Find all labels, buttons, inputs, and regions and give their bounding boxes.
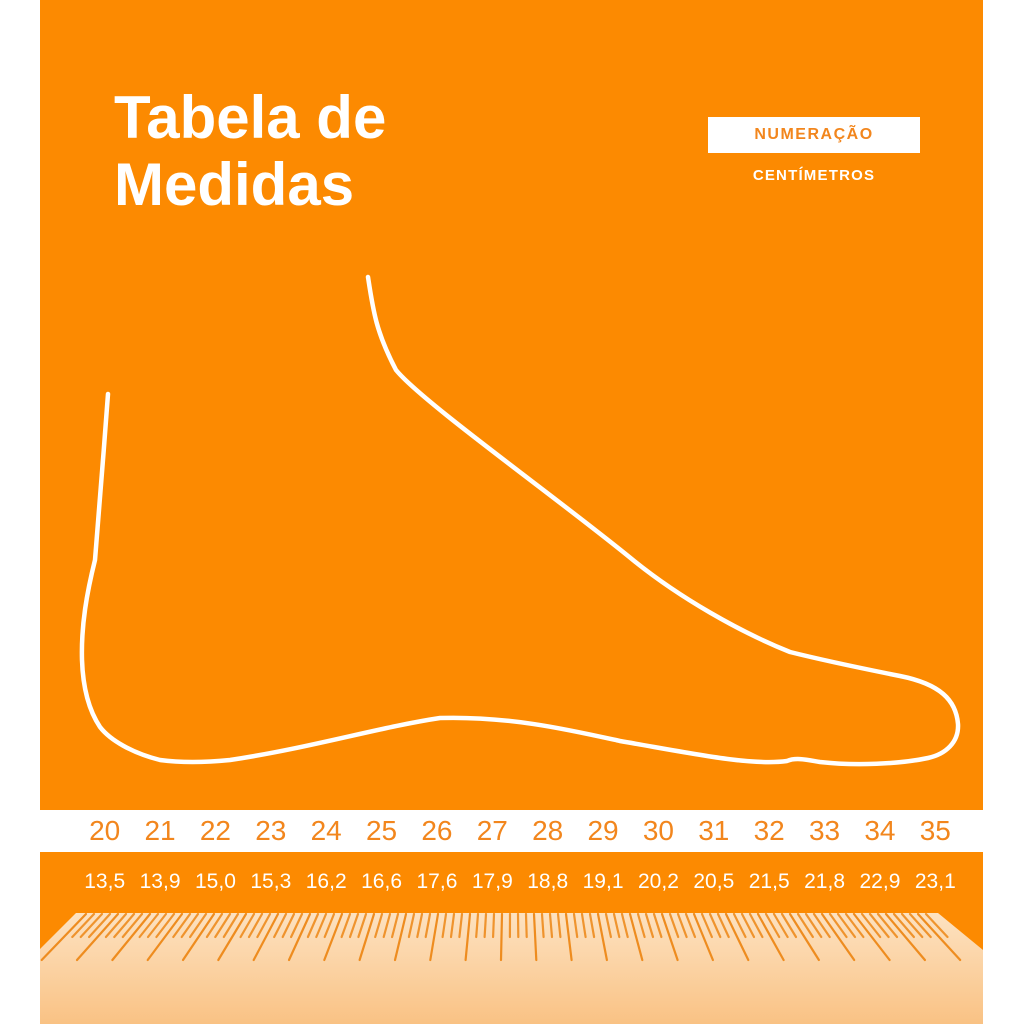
size-cell: 28 <box>532 815 564 846</box>
cm-cell: 13,9 <box>139 870 181 893</box>
cm-cell: 15,0 <box>195 870 236 893</box>
size-cell: 22 <box>199 815 232 846</box>
size-cell: 33 <box>808 815 841 846</box>
cm-cell: 15,3 <box>250 870 292 893</box>
size-cell: 27 <box>476 815 508 846</box>
size-cell: 29 <box>587 815 619 846</box>
cm-cell: 21,5 <box>748 870 790 893</box>
size-cell: 21 <box>144 815 176 846</box>
cm-cell: 16,2 <box>305 870 347 893</box>
ruler-surface <box>40 913 983 1024</box>
numeration-label: NUMERAÇÃO <box>754 126 874 143</box>
cm-cell: 18,8 <box>527 870 569 893</box>
numeration-label-box: NUMERAÇÃO <box>708 117 920 153</box>
size-cell: 24 <box>310 815 342 846</box>
size-chart-canvas: Tabela de Medidas NUMERAÇÃO CENTÍMETROS … <box>40 0 983 1024</box>
size-cell: 25 <box>365 815 398 846</box>
size-cell: 30 <box>642 815 675 846</box>
cm-cell: 21,8 <box>804 870 845 893</box>
cm-cell: 17,6 <box>416 870 458 893</box>
size-cell: 26 <box>421 815 453 846</box>
centimeters-label: CENTÍMETROS <box>752 167 876 184</box>
size-cell: 34 <box>864 815 896 846</box>
cm-cell: 13,5 <box>84 870 126 893</box>
cm-cell: 19,1 <box>582 870 624 893</box>
size-cell: 31 <box>698 815 730 846</box>
size-cell: 32 <box>753 815 785 846</box>
size-cell: 23 <box>255 815 287 846</box>
page-title: Tabela de Medidas <box>114 84 387 219</box>
cm-cell: 16,6 <box>361 870 402 893</box>
size-cell: 35 <box>919 815 951 846</box>
cm-cell: 20,2 <box>638 870 679 893</box>
size-row: 20 21 22 23 24 25 26 27 28 29 30 31 32 3… <box>40 810 983 852</box>
cm-cell: 17,9 <box>471 870 513 893</box>
cm-cell: 23,1 <box>914 870 956 893</box>
centimeters-row: 13,5 13,9 15,0 15,3 16,2 16,6 17,6 17,9 … <box>40 862 983 902</box>
cm-cell: 22,9 <box>859 870 901 893</box>
cm-cell: 20,5 <box>693 870 735 893</box>
size-cell: 20 <box>89 815 121 846</box>
